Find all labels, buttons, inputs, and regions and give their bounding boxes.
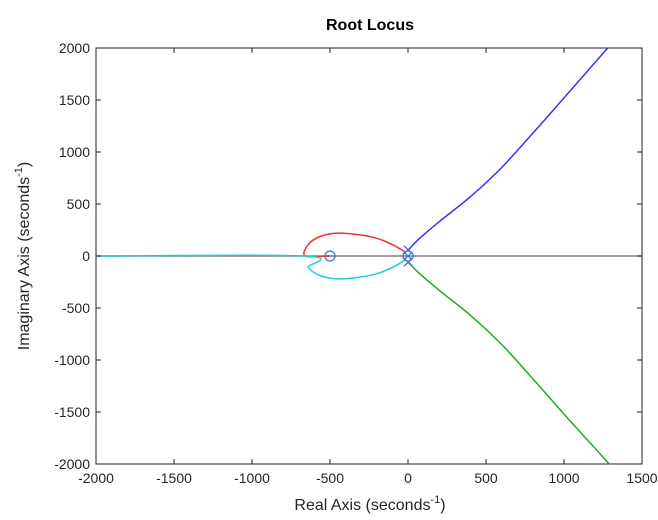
y-tick-label: 1500: [59, 92, 90, 108]
y-tick-label: 2000: [59, 40, 90, 56]
y-tick-label: 500: [67, 196, 91, 212]
series-layer: [95, 47, 610, 465]
y-tick-label: 1000: [59, 144, 90, 160]
y-axis-ticks: 2000 1500 1000 500 0 -500 -1000 -1500 -2000: [54, 40, 642, 472]
y-tick-label: -1000: [54, 352, 90, 368]
marker-layer: [324, 245, 414, 267]
y-axis-label: Imaginary Axis (seconds-1): [13, 162, 33, 351]
y-tick-label: -500: [62, 300, 90, 316]
x-axis-label-main: Real Axis (seconds: [294, 497, 430, 514]
x-tick-label: -1500: [156, 470, 192, 486]
x-tick-label: 1000: [548, 470, 579, 486]
x-tick-label: 1500: [626, 470, 657, 486]
x-axis-label: Real Axis (seconds-1): [294, 494, 445, 514]
locus-branch-2: [407, 260, 610, 465]
x-tick-label: 500: [474, 470, 498, 486]
y-tick-label: -1500: [54, 404, 90, 420]
x-tick-label: -1000: [234, 470, 270, 486]
y-axis-label-sup: -1: [13, 167, 25, 177]
y-tick-label: 0: [82, 248, 90, 264]
x-tick-label: 0: [404, 470, 412, 486]
locus-branch-1: [407, 47, 609, 252]
zero-marker: [324, 250, 336, 262]
x-axis-ticks: -2000 -1500 -1000 -500 0 500 1000 1500: [78, 48, 658, 486]
x-tick-label: -2000: [78, 470, 114, 486]
chart-title: Root Locus: [326, 17, 414, 34]
plot-area: -2000 -1500 -1000 -500 0 500 1000 1500 2000 1500…: [54, 40, 658, 486]
x-axis-label-sup: -1: [430, 494, 440, 506]
pole-marker: [403, 251, 413, 261]
y-tick-label: -2000: [54, 456, 90, 472]
y-axis-label-main: Imaginary Axis (seconds: [16, 177, 33, 350]
x-axis-label-close: ): [440, 497, 445, 514]
y-axis-label-close: ): [16, 162, 33, 167]
x-tick-label: -500: [316, 470, 344, 486]
locus-branch-4: [95, 254, 406, 280]
zero-marker: [402, 250, 414, 262]
